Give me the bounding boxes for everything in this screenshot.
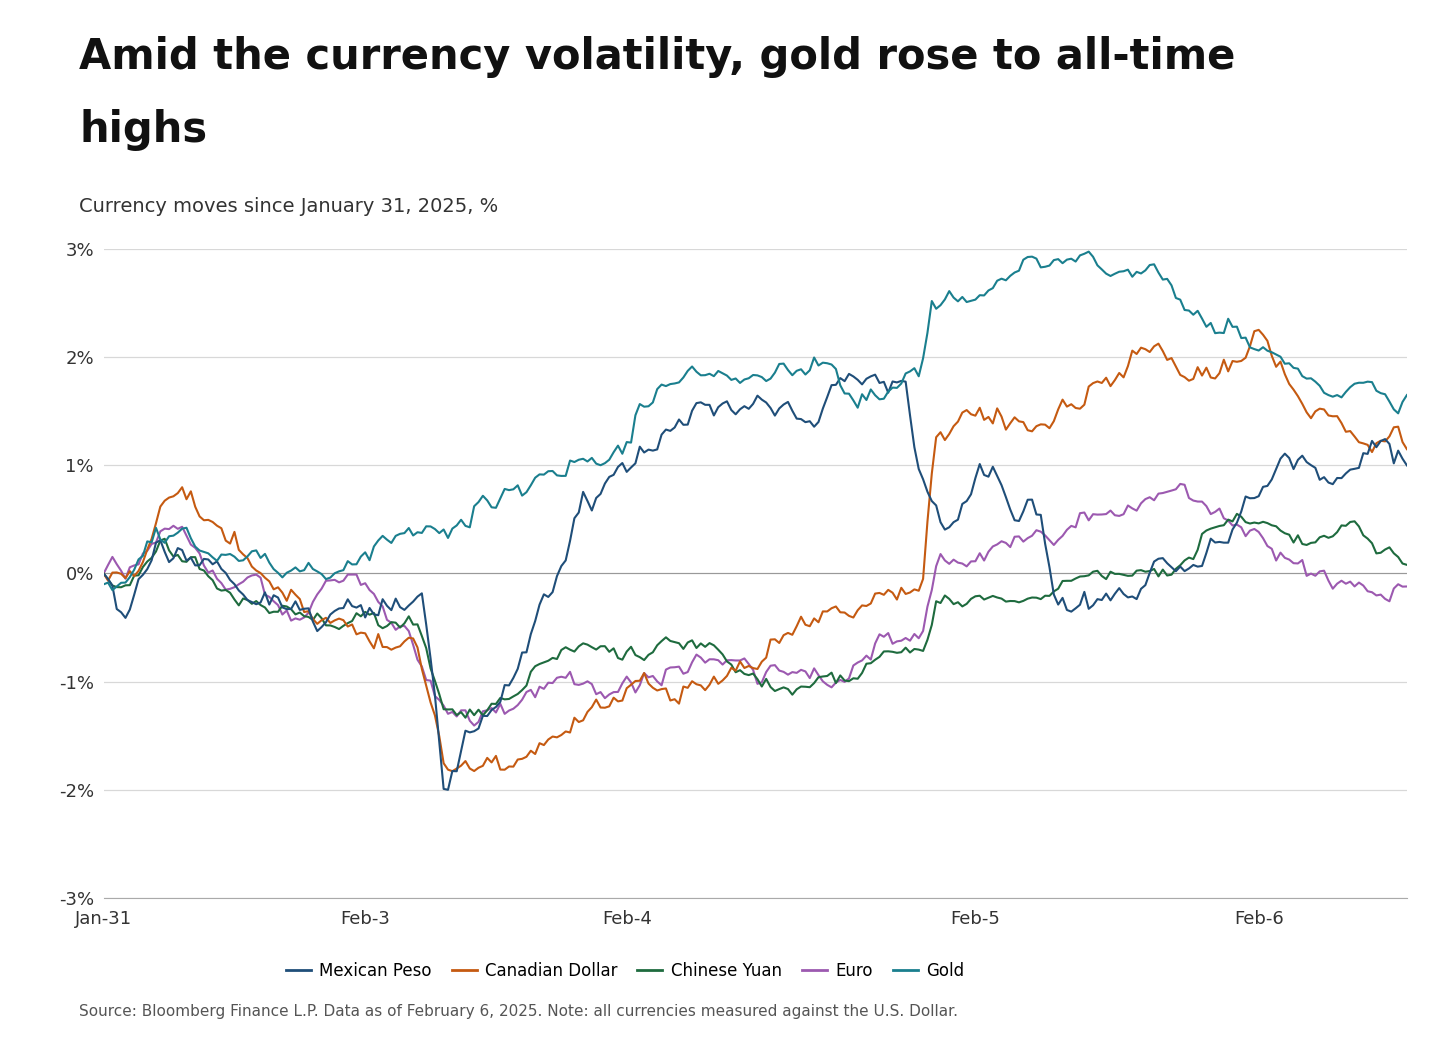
Legend: Mexican Peso, Canadian Dollar, Chinese Yuan, Euro, Gold: Mexican Peso, Canadian Dollar, Chinese Y… <box>279 956 971 987</box>
Text: Currency moves since January 31, 2025, %: Currency moves since January 31, 2025, % <box>79 197 498 216</box>
Text: highs: highs <box>79 109 207 151</box>
Text: Amid the currency volatility, gold rose to all-time: Amid the currency volatility, gold rose … <box>79 36 1236 78</box>
Text: Source: Bloomberg Finance L.P. Data as of February 6, 2025. Note: all currencies: Source: Bloomberg Finance L.P. Data as o… <box>79 1005 958 1019</box>
